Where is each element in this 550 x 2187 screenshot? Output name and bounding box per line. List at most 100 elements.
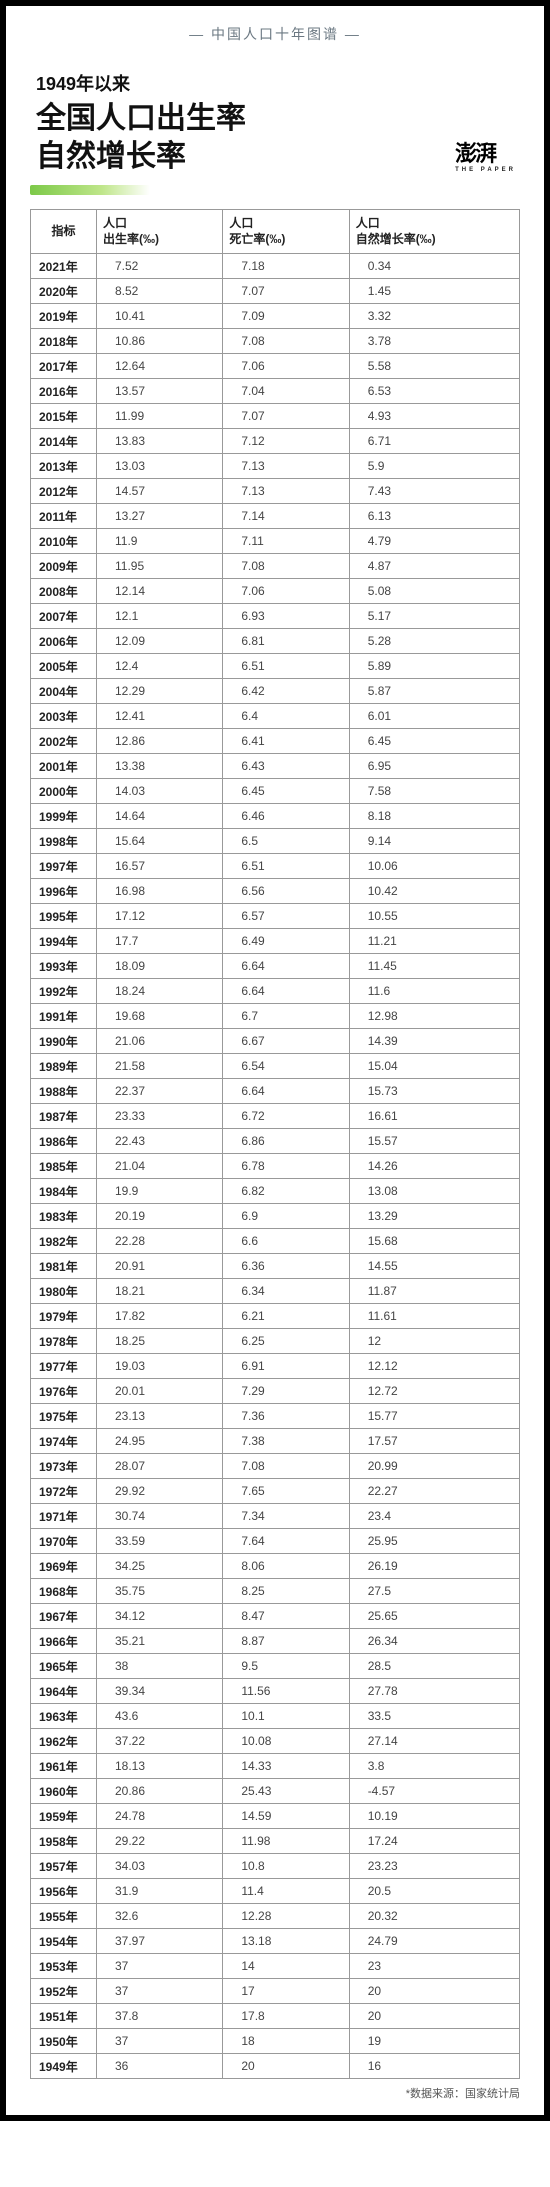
- table-row: 2007年12.16.935.17: [31, 604, 520, 629]
- cell-growth-rate: 6.01: [349, 704, 519, 729]
- table-row: 1989年21.586.5415.04: [31, 1054, 520, 1079]
- cell-year: 1995年: [31, 904, 97, 929]
- cell-growth-rate: 6.53: [349, 379, 519, 404]
- table-row: 1996年16.986.5610.42: [31, 879, 520, 904]
- table-row: 1967年34.128.4725.65: [31, 1604, 520, 1629]
- cell-birth-rate: 37: [97, 1954, 223, 1979]
- cell-year: 1962年: [31, 1729, 97, 1754]
- cell-growth-rate: 26.34: [349, 1629, 519, 1654]
- table-row: 2005年12.46.515.89: [31, 654, 520, 679]
- table-row: 1959年24.7814.5910.19: [31, 1804, 520, 1829]
- cell-birth-rate: 22.43: [97, 1129, 223, 1154]
- cell-birth-rate: 13.83: [97, 429, 223, 454]
- cell-birth-rate: 12.29: [97, 679, 223, 704]
- cell-growth-rate: 6.45: [349, 729, 519, 754]
- cell-birth-rate: 29.92: [97, 1479, 223, 1504]
- cell-year: 1953年: [31, 1954, 97, 1979]
- cell-death-rate: 12.28: [223, 1904, 349, 1929]
- cell-birth-rate: 17.12: [97, 904, 223, 929]
- cell-birth-rate: 18.09: [97, 954, 223, 979]
- table-row: 2018年10.867.083.78: [31, 329, 520, 354]
- cell-growth-rate: 26.19: [349, 1554, 519, 1579]
- cell-death-rate: 7.07: [223, 404, 349, 429]
- cell-growth-rate: 6.95: [349, 754, 519, 779]
- cell-death-rate: 7.14: [223, 504, 349, 529]
- cell-year: 2004年: [31, 679, 97, 704]
- cell-year: 1989年: [31, 1054, 97, 1079]
- subtitle: 1949年以来: [36, 70, 520, 96]
- cell-birth-rate: 21.58: [97, 1054, 223, 1079]
- cell-year: 1974年: [31, 1429, 97, 1454]
- cell-death-rate: 7.34: [223, 1504, 349, 1529]
- cell-birth-rate: 10.41: [97, 304, 223, 329]
- cell-birth-rate: 36: [97, 2054, 223, 2079]
- cell-year: 2018年: [31, 329, 97, 354]
- cell-death-rate: 14.59: [223, 1804, 349, 1829]
- table-row: 1953年371423: [31, 1954, 520, 1979]
- cell-growth-rate: 13.08: [349, 1179, 519, 1204]
- cell-birth-rate: 18.25: [97, 1329, 223, 1354]
- header-death-l2: 死亡率(‰): [229, 232, 285, 246]
- cell-year: 1955年: [31, 1904, 97, 1929]
- cell-birth-rate: 31.9: [97, 1879, 223, 1904]
- cell-growth-rate: 16.61: [349, 1104, 519, 1129]
- cell-birth-rate: 22.28: [97, 1229, 223, 1254]
- brand-logo: 澎湃 THE PAPER: [455, 143, 516, 173]
- table-row: 1950年371819: [31, 2029, 520, 2054]
- cell-death-rate: 7.36: [223, 1404, 349, 1429]
- cell-death-rate: 6.9: [223, 1204, 349, 1229]
- header-birth-l2: 出生率(‰): [103, 232, 159, 246]
- cell-birth-rate: 30.74: [97, 1504, 223, 1529]
- table-row: 1952年371720: [31, 1979, 520, 2004]
- cell-birth-rate: 32.6: [97, 1904, 223, 1929]
- cell-year: 1992年: [31, 979, 97, 1004]
- table-row: 2004年12.296.425.87: [31, 679, 520, 704]
- cell-year: 1975年: [31, 1404, 97, 1429]
- cell-year: 2002年: [31, 729, 97, 754]
- cell-death-rate: 6.51: [223, 854, 349, 879]
- cell-growth-rate: 6.13: [349, 504, 519, 529]
- cell-growth-rate: 8.18: [349, 804, 519, 829]
- cell-birth-rate: 12.41: [97, 704, 223, 729]
- header-birth-l1: 人口: [103, 216, 127, 230]
- table-row: 1955年32.612.2820.32: [31, 1904, 520, 1929]
- table-row: 1982年22.286.615.68: [31, 1229, 520, 1254]
- page-frame: — 中国人口十年图谱 — 1949年以来 全国人口出生率 自然增长率 澎湃 TH…: [0, 0, 550, 2121]
- cell-year: 1999年: [31, 804, 97, 829]
- table-row: 1968年35.758.2527.5: [31, 1579, 520, 1604]
- cell-growth-rate: 11.21: [349, 929, 519, 954]
- cell-year: 1960年: [31, 1779, 97, 1804]
- cell-birth-rate: 22.37: [97, 1079, 223, 1104]
- cell-year: 1977年: [31, 1354, 97, 1379]
- cell-growth-rate: 4.93: [349, 404, 519, 429]
- cell-birth-rate: 20.01: [97, 1379, 223, 1404]
- cell-growth-rate: 28.5: [349, 1654, 519, 1679]
- table-row: 1997年16.576.5110.06: [31, 854, 520, 879]
- cell-birth-rate: 37: [97, 1979, 223, 2004]
- cell-death-rate: 6.64: [223, 1079, 349, 1104]
- cell-growth-rate: 25.95: [349, 1529, 519, 1554]
- cell-year: 2003年: [31, 704, 97, 729]
- cell-birth-rate: 20.19: [97, 1204, 223, 1229]
- cell-growth-rate: 10.55: [349, 904, 519, 929]
- cell-birth-rate: 11.9: [97, 529, 223, 554]
- cell-growth-rate: 5.87: [349, 679, 519, 704]
- cell-growth-rate: 12.98: [349, 1004, 519, 1029]
- cell-growth-rate: 33.5: [349, 1704, 519, 1729]
- cell-death-rate: 10.8: [223, 1854, 349, 1879]
- cell-death-rate: 8.87: [223, 1629, 349, 1654]
- cell-death-rate: 6.41: [223, 729, 349, 754]
- cell-death-rate: 6.56: [223, 879, 349, 904]
- table-row: 1957年34.0310.823.23: [31, 1854, 520, 1879]
- cell-death-rate: 7.09: [223, 304, 349, 329]
- brand-subtext: THE PAPER: [455, 167, 516, 173]
- cell-growth-rate: 11.6: [349, 979, 519, 1004]
- cell-growth-rate: 11.87: [349, 1279, 519, 1304]
- cell-year: 2007年: [31, 604, 97, 629]
- cell-death-rate: 6.54: [223, 1054, 349, 1079]
- main-title-line1: 全国人口出生率: [36, 102, 246, 135]
- table-row: 1958年29.2211.9817.24: [31, 1829, 520, 1854]
- table-row: 1980年18.216.3411.87: [31, 1279, 520, 1304]
- cell-growth-rate: 7.58: [349, 779, 519, 804]
- table-row: 2012年14.577.137.43: [31, 479, 520, 504]
